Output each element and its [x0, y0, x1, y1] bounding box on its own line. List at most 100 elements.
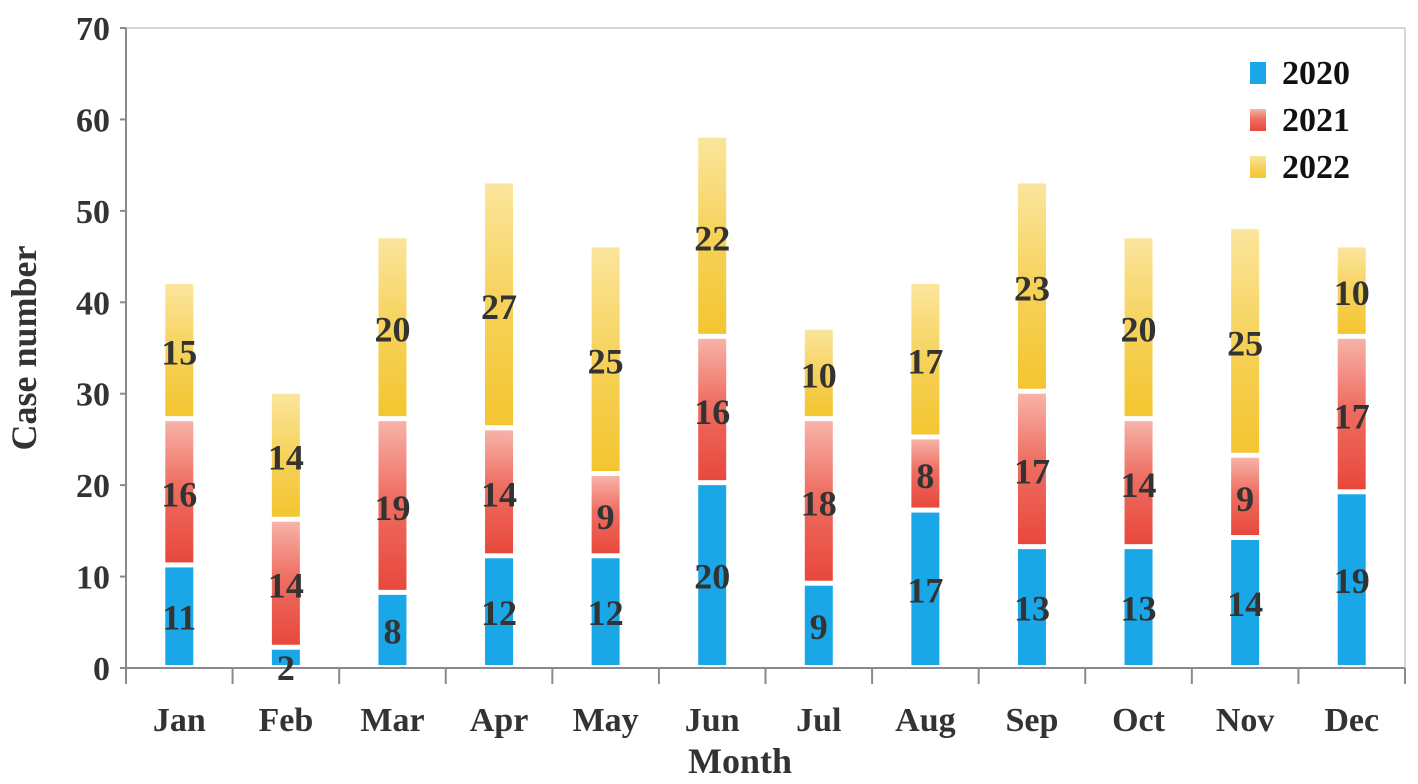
x-tick-label: Mar: [360, 702, 424, 739]
bar-segment-2022: [591, 247, 620, 471]
y-tick-label: 40: [76, 285, 110, 322]
bar-segment-2021: [271, 521, 300, 645]
bar-segment-2020: [1017, 549, 1046, 665]
bar-segment-2020: [1231, 540, 1260, 665]
bar-segment-2022: [1017, 183, 1046, 389]
data-label: 14: [1121, 465, 1157, 505]
bar-segment-2021: [1124, 421, 1153, 545]
bar-segment-2020: [485, 558, 514, 665]
x-tick-label: Apr: [470, 702, 529, 739]
data-label: 16: [694, 392, 730, 432]
y-tick-label: 10: [76, 560, 110, 597]
legend-swatch: [1250, 109, 1266, 131]
bar-segment-2020: [271, 649, 300, 665]
data-label: 2: [277, 648, 295, 688]
data-label: 22: [694, 218, 730, 258]
bar-segment-2022: [1231, 229, 1260, 453]
data-label: 17: [907, 342, 943, 382]
bar-segment-2021: [591, 476, 620, 554]
data-label: 13: [1121, 589, 1157, 629]
bar-segment-2021: [804, 421, 833, 581]
x-tick-label: Jun: [685, 702, 740, 739]
bar-segment-2021: [1017, 393, 1046, 545]
data-label: 25: [588, 342, 624, 382]
bar-segment-2022: [911, 284, 940, 435]
x-axis-title: Month: [688, 741, 792, 781]
data-label: 14: [481, 474, 517, 514]
data-label: 14: [268, 566, 304, 606]
data-label: 14: [268, 438, 304, 478]
data-label: 10: [801, 355, 837, 395]
data-label: 23: [1014, 269, 1050, 309]
data-label: 17: [1334, 397, 1370, 437]
bar-segment-2022: [485, 183, 514, 426]
legend: 2020 2021 2022: [1250, 55, 1350, 186]
x-tick-label: Jul: [796, 702, 841, 739]
legend-label: 2022: [1282, 149, 1350, 186]
bar-segment-2020: [591, 558, 620, 665]
y-axis-title: Case number: [4, 245, 44, 450]
data-label: 8: [916, 456, 934, 496]
y-tick-label: 50: [76, 194, 110, 231]
bar-segment-2022: [1124, 238, 1153, 417]
data-label: 9: [810, 607, 828, 647]
bar-segment-2020: [165, 567, 194, 665]
x-tick-label: Nov: [1216, 702, 1275, 739]
y-tick-label: 30: [76, 377, 110, 414]
data-label: 25: [1227, 323, 1263, 363]
bar-segment-2020: [1337, 494, 1366, 665]
data-label: 12: [588, 593, 624, 633]
data-label: 15: [161, 333, 197, 373]
x-tick-label: May: [573, 702, 639, 739]
bar-segment-2020: [378, 594, 407, 665]
legend-swatch: [1250, 156, 1266, 178]
bar-segment-2021: [1337, 338, 1366, 490]
y-tick-label: 0: [93, 651, 110, 688]
data-labels: 11 16 15 2 14 14 8 19 20 12 14 27 12 9 25 20 16 22 9 18 10 17…: [161, 218, 1369, 688]
data-label: 19: [374, 488, 410, 528]
bar-segment-2021: [378, 421, 407, 590]
data-label: 8: [383, 611, 401, 651]
data-label: 9: [1236, 479, 1254, 519]
y-tick-label: 70: [76, 11, 110, 48]
bar-segment-2021: [698, 338, 727, 481]
bars: [165, 137, 1366, 665]
data-label: 17: [1014, 451, 1050, 491]
data-label: 11: [162, 598, 196, 638]
y-tick-label: 20: [76, 468, 110, 505]
bar-segment-2022: [378, 238, 407, 417]
x-axis-ticks: Jan Feb Mar Apr May Jun Jul Aug Sep Oct Nov Dec: [125, 668, 1406, 739]
data-label: 17: [907, 570, 943, 610]
bar-segment-2022: [271, 393, 300, 517]
x-tick-label: Jan: [153, 702, 206, 739]
bar-segment-2020: [911, 512, 940, 665]
data-label: 20: [374, 310, 410, 350]
bar-segment-2022: [698, 137, 727, 334]
data-label: 20: [694, 557, 730, 597]
x-tick-label: Feb: [258, 702, 313, 739]
bar-segment-2021: [1231, 457, 1260, 535]
bar-segment-2020: [698, 485, 727, 665]
legend-label: 2020: [1282, 55, 1350, 92]
bar-segment-2022: [804, 329, 833, 417]
bar-segment-2020: [804, 585, 833, 665]
bar-segment-2020: [1124, 549, 1153, 665]
legend-label: 2021: [1282, 102, 1350, 139]
y-axis-ticks: 0 10 20 30 40 50 60 70: [76, 11, 126, 688]
bar-segment-2022: [1337, 247, 1366, 334]
bar-segment-2021: [485, 430, 514, 554]
x-tick-label: Sep: [1005, 702, 1058, 739]
bar-segment-2021: [911, 439, 940, 508]
legend-swatch: [1250, 62, 1266, 84]
data-label: 12: [481, 593, 517, 633]
data-label: 14: [1227, 584, 1263, 624]
data-label: 10: [1334, 273, 1370, 313]
data-label: 20: [1121, 310, 1157, 350]
data-label: 9: [597, 497, 615, 537]
data-label: 19: [1334, 561, 1370, 601]
data-label: 27: [481, 287, 517, 327]
bar-segment-2021: [165, 421, 194, 563]
x-tick-label: Dec: [1324, 702, 1379, 739]
plot-frame: [125, 27, 1406, 669]
data-label: 18: [801, 483, 837, 523]
